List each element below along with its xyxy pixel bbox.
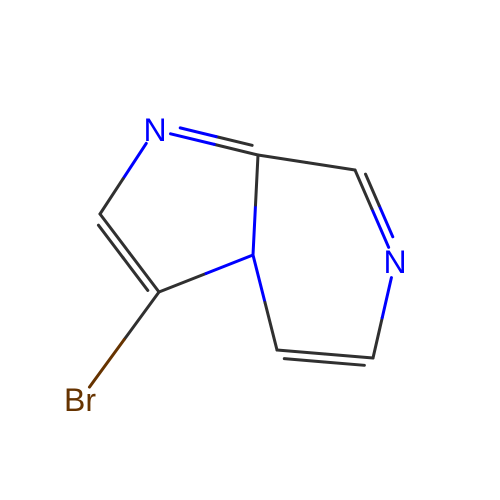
molecule-svg: N N Br xyxy=(0,0,500,500)
n1-label: N xyxy=(383,244,406,280)
br-label: Br xyxy=(64,382,96,418)
n4-label: N xyxy=(143,112,166,148)
